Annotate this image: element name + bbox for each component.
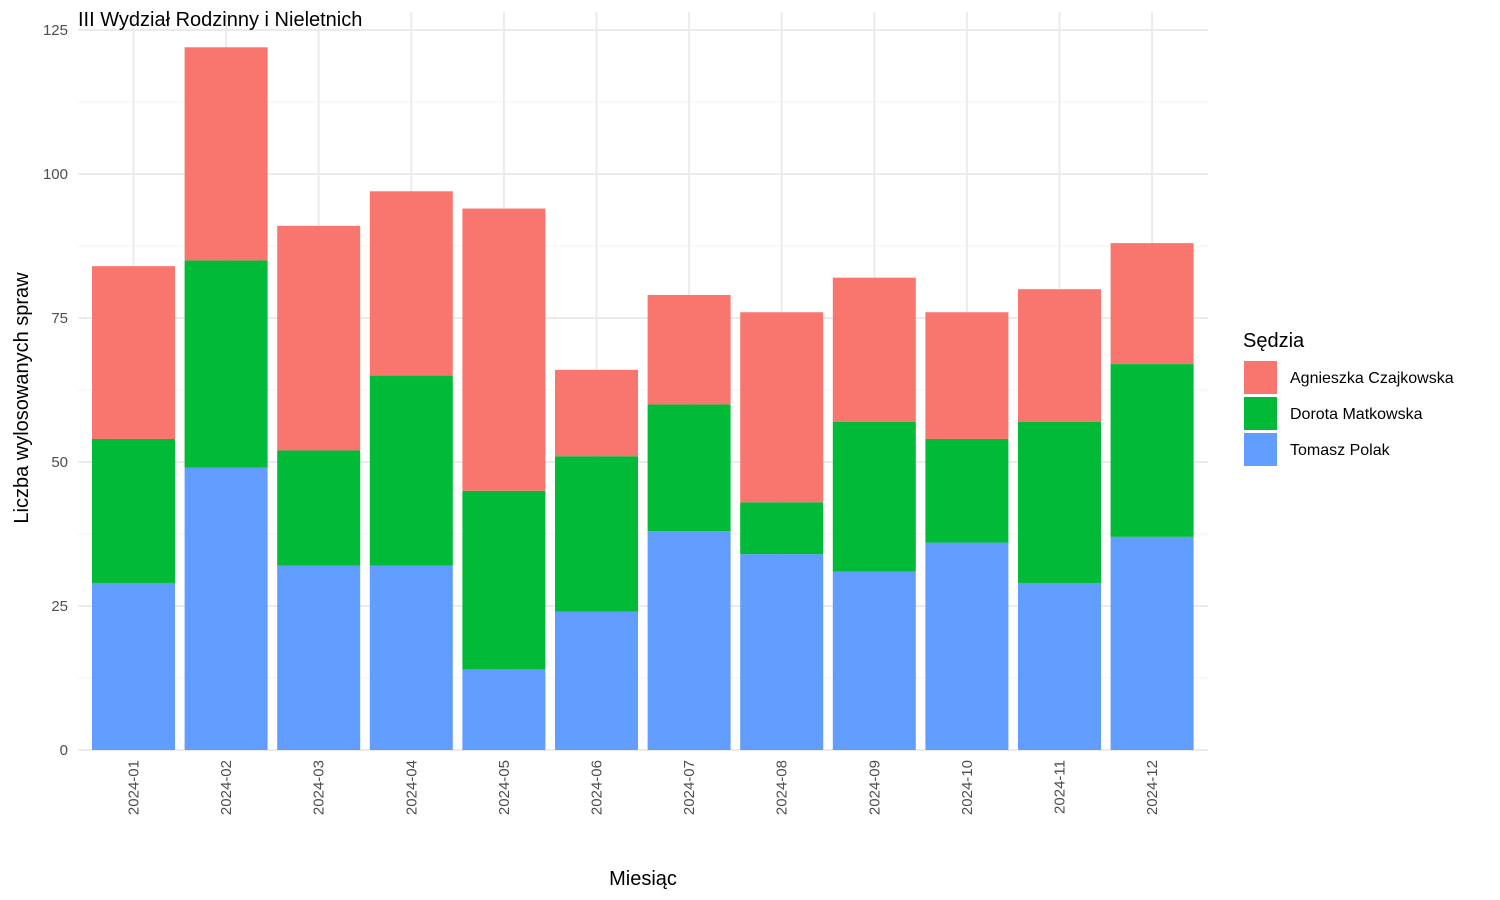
x-tick-label: 2024-01 bbox=[126, 760, 143, 815]
bar-segment bbox=[647, 294, 731, 405]
bar-segment bbox=[184, 47, 268, 261]
x-tick-label: 2024-09 bbox=[866, 760, 883, 815]
bar-segment bbox=[462, 669, 546, 750]
bar-segment bbox=[1110, 243, 1194, 365]
bar-segment bbox=[832, 571, 916, 750]
bar-segment bbox=[740, 312, 824, 503]
legend-key bbox=[1244, 397, 1277, 430]
bar-segment bbox=[1110, 536, 1194, 750]
bar-segment bbox=[925, 542, 1009, 750]
y-axis-title: Liczba wylosowanych spraw bbox=[11, 272, 33, 524]
bar-segment bbox=[925, 312, 1009, 439]
legend-label: Tomasz Polak bbox=[1290, 442, 1391, 459]
bar-segment bbox=[277, 225, 361, 451]
bar-segment bbox=[1018, 289, 1101, 422]
bar-segment bbox=[184, 467, 268, 750]
y-tick-label: 100 bbox=[43, 166, 68, 183]
bar-segment bbox=[277, 450, 361, 566]
bar-segment bbox=[832, 277, 916, 422]
bar-segment bbox=[277, 565, 361, 750]
legend: Sędzia Agnieszka Czajkowska Dorota Matkow… bbox=[1243, 330, 1454, 466]
legend-key bbox=[1244, 361, 1277, 394]
x-tick-label: 2024-02 bbox=[218, 760, 235, 815]
bar-segment bbox=[92, 438, 175, 583]
bar-segment bbox=[1018, 582, 1101, 750]
bar-segment bbox=[555, 369, 638, 457]
x-tick-label: 2024-12 bbox=[1144, 760, 1161, 815]
x-tick-label: 2024-04 bbox=[403, 760, 420, 815]
y-axis-ticks: 0 25 50 75 100 125 bbox=[43, 22, 68, 759]
bar-segment bbox=[369, 191, 453, 376]
bar-segment bbox=[555, 456, 638, 612]
bar-segment bbox=[925, 438, 1009, 543]
y-tick-label: 0 bbox=[60, 742, 68, 759]
bar-segment bbox=[647, 404, 731, 532]
bar-segment bbox=[369, 375, 453, 566]
bar-segment bbox=[184, 260, 268, 468]
x-tick-label: 2024-03 bbox=[311, 760, 328, 815]
bar-segment bbox=[1018, 421, 1101, 583]
chart-title: III Wydział Rodzinny i Nieletnich bbox=[78, 9, 362, 31]
x-tick-label: 2024-08 bbox=[774, 760, 791, 815]
bars bbox=[92, 47, 1194, 750]
bar-segment bbox=[92, 582, 175, 750]
x-tick-label: 2024-06 bbox=[589, 760, 606, 815]
bar-segment bbox=[740, 554, 824, 750]
legend-label: Agnieszka Czajkowska bbox=[1290, 370, 1454, 387]
legend-label: Dorota Matkowska bbox=[1290, 406, 1423, 423]
bar-segment bbox=[647, 531, 731, 750]
y-tick-label: 50 bbox=[51, 454, 68, 471]
y-tick-label: 125 bbox=[43, 22, 68, 39]
bar-segment bbox=[369, 565, 453, 750]
bar-segment bbox=[740, 502, 824, 555]
bar-segment bbox=[92, 266, 175, 439]
y-tick-label: 25 bbox=[51, 598, 68, 615]
x-axis-ticks: 2024-01 2024-02 2024-03 2024-04 2024-05 2024-… bbox=[126, 760, 1162, 815]
x-tick-label: 2024-11 bbox=[1052, 760, 1069, 814]
legend-key bbox=[1244, 433, 1277, 466]
x-tick-label: 2024-10 bbox=[959, 760, 976, 815]
x-tick-label: 2024-05 bbox=[496, 760, 513, 815]
bar-segment bbox=[462, 208, 546, 491]
bar-segment bbox=[555, 611, 638, 750]
y-tick-label: 75 bbox=[51, 310, 68, 327]
bar-segment bbox=[832, 421, 916, 572]
x-tick-label: 2024-07 bbox=[681, 760, 698, 815]
bar-segment bbox=[1110, 364, 1194, 537]
bar-segment bbox=[462, 490, 546, 670]
legend-title: Sędzia bbox=[1243, 330, 1305, 352]
x-axis-title: Miesiąc bbox=[609, 868, 677, 890]
